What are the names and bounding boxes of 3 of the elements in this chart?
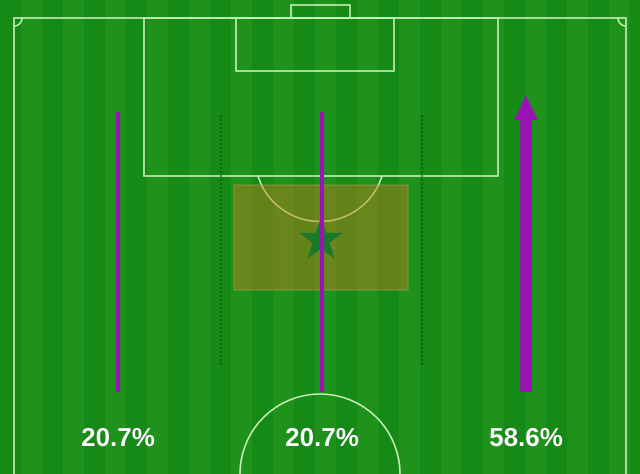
data-label: 20.7% <box>285 422 359 452</box>
data-label: 58.6% <box>489 422 563 452</box>
data-label: 20.7% <box>81 422 155 452</box>
